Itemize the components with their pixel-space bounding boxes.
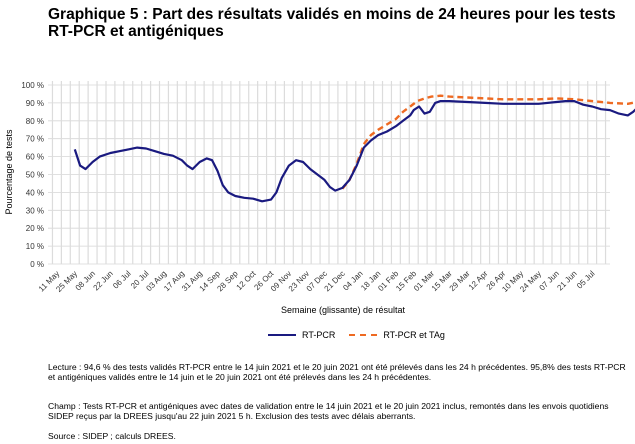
x-tick-label: 05 Jul xyxy=(575,269,597,291)
note-source: Source : SIDEP ; calculs DREES. xyxy=(48,431,176,441)
y-tick-label: 50 % xyxy=(26,171,44,180)
y-tick-label: 60 % xyxy=(26,153,44,162)
legend-label-rtpcr-tag: RT-PCR et TAg xyxy=(383,330,445,340)
y-tick-label: 0 % xyxy=(30,260,44,269)
series-line-rtpcr xyxy=(73,100,635,203)
y-tick-label: 40 % xyxy=(26,188,44,197)
legend-item-rtpcr: RT-PCR xyxy=(268,330,335,340)
legend-label-rtpcr: RT-PCR xyxy=(302,330,336,340)
note-lecture: Lecture : 94,6 % des tests validés RT-PC… xyxy=(48,362,626,383)
y-axis-label: Pourcentage de tests xyxy=(4,129,14,215)
y-tick-label: 100 % xyxy=(21,81,44,90)
x-tick-label: 22 Jun xyxy=(92,269,115,292)
x-tick-label: 28 Sep xyxy=(215,269,240,294)
y-tick-label: 20 % xyxy=(26,224,44,233)
y-tick-label: 10 % xyxy=(26,242,44,251)
legend: RT-PCR RT-PCR et TAg xyxy=(268,330,459,340)
y-tick-labels: 0 % 10 % 20 % 30 % 40 % 50 % 60 % 70 % 80 % 90 % 1… xyxy=(21,81,44,269)
x-tick-label: 06 Jul xyxy=(111,269,133,291)
x-axis-label: Semaine (glissante) de résultat xyxy=(281,305,406,315)
note-champ: Champ : Tests RT-PCR et antigéniques ave… xyxy=(48,401,609,422)
legend-swatch-rtpcr-tag xyxy=(349,334,378,336)
legend-item-rtpcr-tag: RT-PCR et TAg xyxy=(349,330,445,340)
chart-title: Graphique 5 : Part des résultats validés… xyxy=(48,6,616,40)
x-tick-label: 29 Mar xyxy=(448,269,472,293)
y-tick-label: 80 % xyxy=(26,117,44,126)
x-tick-label: 21 Jun xyxy=(555,269,578,292)
y-tick-label: 90 % xyxy=(26,99,44,108)
series-lines xyxy=(73,94,635,203)
y-tick-label: 30 % xyxy=(26,206,44,215)
y-tick-label: 70 % xyxy=(26,135,44,144)
legend-swatch-rtpcr xyxy=(268,334,296,336)
grid xyxy=(48,81,610,265)
series-line-rtpcr-tag xyxy=(341,94,635,190)
